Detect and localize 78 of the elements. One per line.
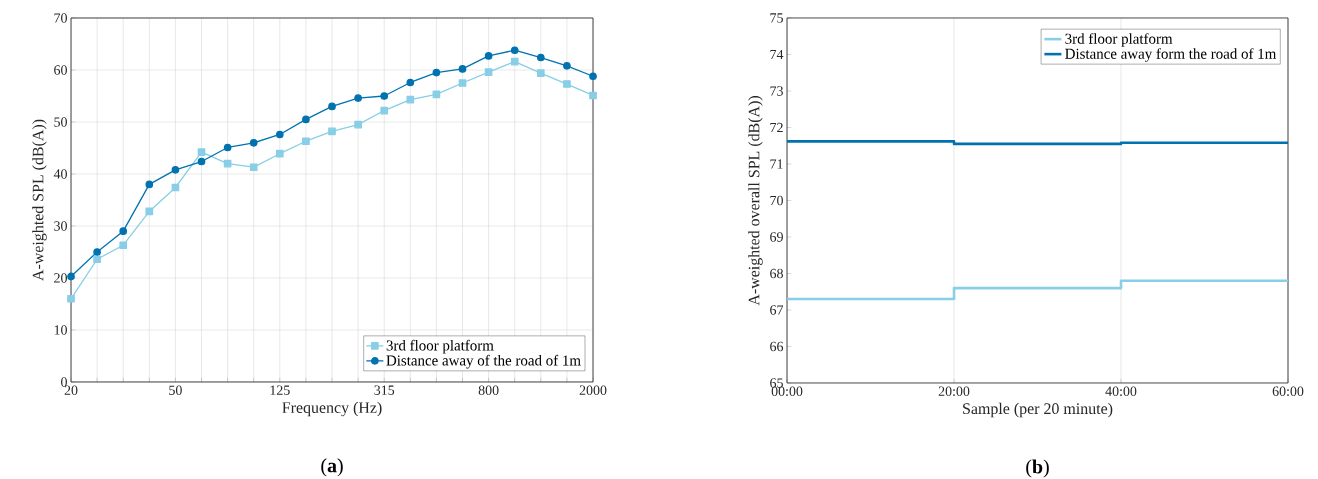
legend-label: Distance away of the road of 1m <box>386 354 581 369</box>
point <box>406 95 415 104</box>
point <box>223 143 232 152</box>
x-tick-label: 50 <box>169 385 182 395</box>
point <box>249 163 258 172</box>
x-axis-title: Frequency (Hz) <box>282 401 382 417</box>
y-tick-label: 75 <box>770 13 783 23</box>
point <box>275 149 284 158</box>
point <box>380 106 389 115</box>
point <box>563 61 571 70</box>
x-axis-title: Sample (per 20 minute) <box>963 402 1113 418</box>
y-tick-label: 50 <box>54 117 67 127</box>
point <box>563 80 571 88</box>
point <box>171 165 180 174</box>
point <box>197 148 206 156</box>
x-tick-label: 40:00 <box>1105 386 1137 396</box>
point <box>328 127 336 136</box>
y-tick-label: 73 <box>770 86 783 96</box>
point <box>67 272 75 281</box>
y-tick-label: 74 <box>770 49 784 60</box>
point <box>406 78 415 87</box>
x-tick-label: 20:00 <box>938 386 970 396</box>
text: (b) <box>1026 459 1049 478</box>
y-tick-label: 40 <box>53 169 67 179</box>
point <box>354 120 362 129</box>
point <box>249 138 258 147</box>
y-tick-label: 69 <box>770 232 783 242</box>
x-tick-label: 00:00 <box>771 386 803 396</box>
x-tick-label: 2000 <box>579 385 607 395</box>
point <box>589 72 597 81</box>
point <box>93 248 101 256</box>
y-tick-label: 68 <box>770 268 783 279</box>
point <box>432 68 441 77</box>
y-tick-label: 60 <box>54 65 67 75</box>
point <box>145 180 154 189</box>
point <box>484 68 493 76</box>
point <box>536 53 545 62</box>
point <box>510 46 519 55</box>
x-tick-label: 800 <box>478 385 499 395</box>
legend-label: Distance away form the road of 1m <box>1065 48 1277 62</box>
point <box>119 241 128 250</box>
legend-label: 3rd floor platform <box>1065 33 1173 47</box>
point <box>510 57 519 66</box>
point <box>275 130 284 139</box>
point <box>458 65 467 73</box>
y-tick-label: 70 <box>770 195 783 206</box>
legend-label: 3rd floor platform <box>386 339 494 354</box>
y-tick-label: 10 <box>54 325 67 335</box>
point <box>484 52 493 60</box>
y-tick-label: 66 <box>770 341 784 352</box>
y-tick-label: 71 <box>770 159 783 169</box>
point <box>354 94 362 102</box>
y-axis-title: A-weighted SPL (dB(A)) <box>32 119 47 281</box>
point <box>328 102 336 111</box>
y-tick-label: 67 <box>770 305 784 315</box>
point <box>145 207 154 216</box>
point <box>302 115 310 124</box>
y-tick-label: 20 <box>54 273 67 283</box>
y-tick-label: 70 <box>54 13 67 23</box>
point <box>458 79 467 87</box>
point <box>380 92 389 100</box>
point <box>119 227 128 236</box>
text: (a) <box>321 458 343 477</box>
x-tick-label: 315 <box>374 385 395 395</box>
y-tick-label: 65 <box>770 378 783 388</box>
x-tick-label: 60:00 <box>1272 386 1304 396</box>
x-tick-label: 125 <box>270 385 290 395</box>
y-tick-label: 30 <box>54 221 67 231</box>
point <box>302 137 310 146</box>
y-axis-title: A-weighted overall SPL (dB(A)) <box>748 96 763 306</box>
y-tick-label: 0 <box>61 377 67 387</box>
point <box>93 255 101 264</box>
y-tick-label: 72 <box>770 122 783 133</box>
x-tick-label: 20 <box>64 385 78 395</box>
point <box>67 294 75 303</box>
point <box>589 91 597 100</box>
point <box>536 69 545 77</box>
point <box>197 157 206 166</box>
